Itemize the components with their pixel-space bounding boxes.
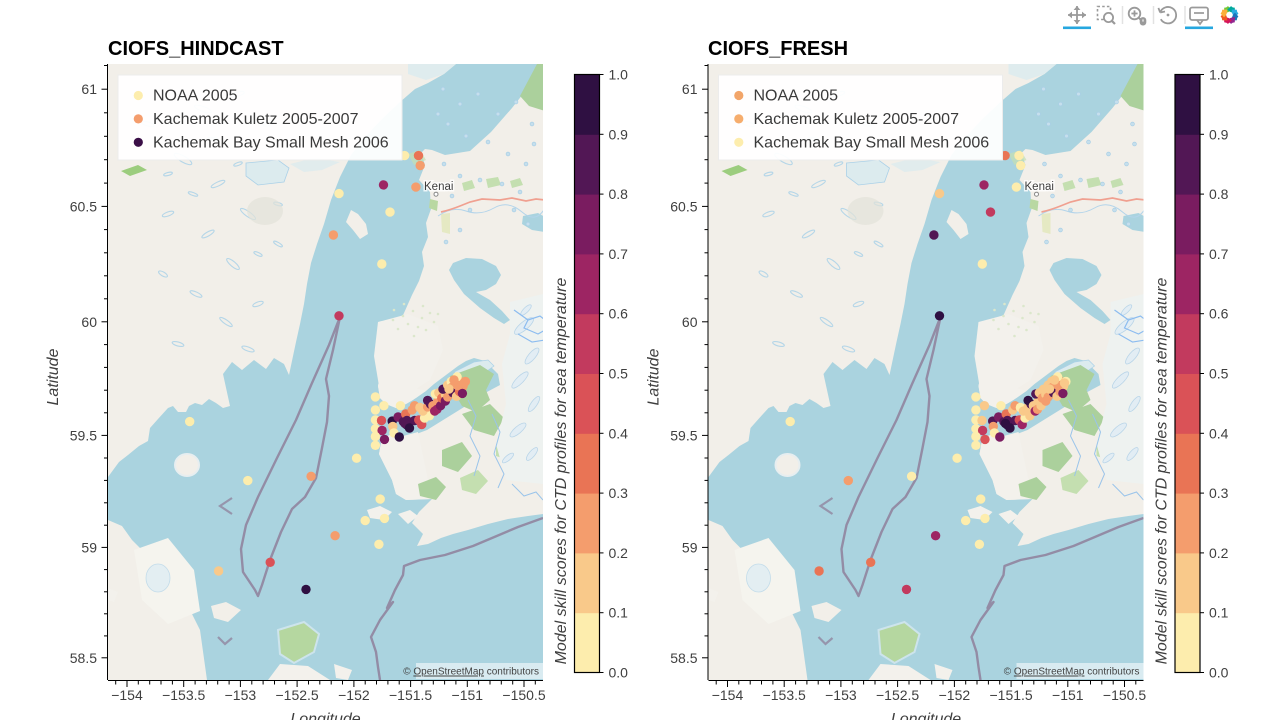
svg-text:Model skill scores for CTD pro: Model skill scores for CTD profiles for … <box>1154 278 1171 665</box>
svg-text:−154: −154 <box>712 687 744 703</box>
svg-text:−153: −153 <box>825 687 857 703</box>
svg-text:59: 59 <box>81 539 97 555</box>
svg-text:59.5: 59.5 <box>670 427 697 443</box>
svg-text:−153.5: −153.5 <box>162 687 205 703</box>
svg-text:Model skill scores for CTD pro: Model skill scores for CTD profiles for … <box>553 278 570 665</box>
svg-text:−152: −152 <box>338 687 370 703</box>
svg-text:1.0: 1.0 <box>609 67 629 83</box>
svg-text:0.4: 0.4 <box>1209 425 1229 441</box>
svg-text:Kachemak Kuletz 2005-2007: Kachemak Kuletz 2005-2007 <box>754 111 960 128</box>
svg-text:0.6: 0.6 <box>609 306 629 322</box>
svg-text:Longitude: Longitude <box>891 711 961 720</box>
svg-text:Kenai: Kenai <box>1025 181 1054 193</box>
svg-text:58.5: 58.5 <box>70 650 97 666</box>
svg-text:Kachemak Bay Small Mesh 2006: Kachemak Bay Small Mesh 2006 <box>754 134 990 151</box>
svg-text:−153.5: −153.5 <box>763 687 806 703</box>
svg-text:−152.5: −152.5 <box>275 687 318 703</box>
svg-text:0.6: 0.6 <box>1209 306 1229 322</box>
svg-text:0.9: 0.9 <box>609 126 629 142</box>
svg-text:0.1: 0.1 <box>609 605 629 621</box>
svg-text:61: 61 <box>81 81 97 97</box>
svg-text:−151: −151 <box>1052 687 1084 703</box>
svg-text:0.4: 0.4 <box>609 425 629 441</box>
svg-text:Kenai: Kenai <box>424 181 453 193</box>
svg-text:60: 60 <box>682 314 698 330</box>
svg-text:Latitude: Latitude <box>646 348 663 405</box>
svg-text:© OpenStreetMap contributors: © OpenStreetMap contributors <box>403 667 539 678</box>
svg-text:−153: −153 <box>225 687 257 703</box>
svg-text:0.2: 0.2 <box>1209 545 1229 561</box>
svg-text:Kachemak Bay Small Mesh 2006: Kachemak Bay Small Mesh 2006 <box>153 134 389 151</box>
svg-text:−151.5: −151.5 <box>989 687 1032 703</box>
svg-text:−154: −154 <box>111 687 143 703</box>
svg-text:NOAA 2005: NOAA 2005 <box>754 88 839 105</box>
svg-text:61: 61 <box>682 81 698 97</box>
svg-text:0.0: 0.0 <box>609 665 629 681</box>
svg-text:1.0: 1.0 <box>1209 67 1229 83</box>
svg-text:0.3: 0.3 <box>609 485 629 501</box>
svg-text:−152.5: −152.5 <box>876 687 919 703</box>
svg-text:−151: −151 <box>452 687 484 703</box>
svg-text:59: 59 <box>682 539 698 555</box>
svg-text:0.8: 0.8 <box>1209 186 1229 202</box>
svg-text:0.8: 0.8 <box>609 186 629 202</box>
svg-text:0.7: 0.7 <box>609 246 629 262</box>
svg-text:−150.5: −150.5 <box>1103 687 1146 703</box>
svg-text:0.2: 0.2 <box>609 545 629 561</box>
svg-text:0.0: 0.0 <box>1209 665 1229 681</box>
svg-text:0.3: 0.3 <box>1209 485 1229 501</box>
svg-text:0.1: 0.1 <box>1209 605 1229 621</box>
svg-text:−150.5: −150.5 <box>502 687 545 703</box>
svg-text:Kachemak Kuletz 2005-2007: Kachemak Kuletz 2005-2007 <box>153 111 359 128</box>
svg-text:Latitude: Latitude <box>45 348 62 405</box>
svg-text:60: 60 <box>81 314 97 330</box>
svg-text:60.5: 60.5 <box>70 198 97 214</box>
svg-text:Longitude: Longitude <box>290 711 360 720</box>
svg-text:−152: −152 <box>939 687 971 703</box>
svg-text:0.5: 0.5 <box>609 366 629 382</box>
svg-text:0.5: 0.5 <box>1209 366 1229 382</box>
svg-text:0.7: 0.7 <box>1209 246 1229 262</box>
svg-text:© OpenStreetMap contributors: © OpenStreetMap contributors <box>1004 667 1140 678</box>
svg-text:0.9: 0.9 <box>1209 126 1229 142</box>
svg-text:60.5: 60.5 <box>670 198 697 214</box>
svg-text:NOAA 2005: NOAA 2005 <box>153 88 238 105</box>
svg-text:59.5: 59.5 <box>70 427 97 443</box>
svg-text:−151.5: −151.5 <box>389 687 432 703</box>
svg-text:58.5: 58.5 <box>670 650 697 666</box>
